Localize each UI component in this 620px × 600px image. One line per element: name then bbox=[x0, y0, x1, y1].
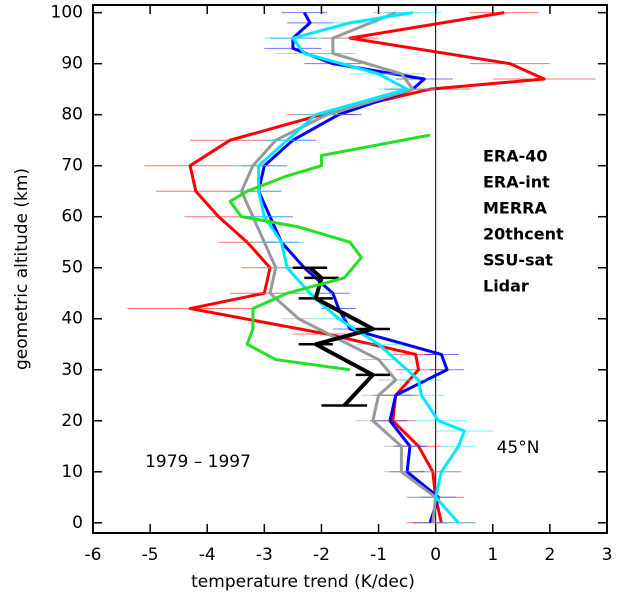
legend-label: SSU-sat bbox=[483, 251, 553, 270]
x-tick-label: -3 bbox=[256, 545, 273, 565]
y-tick-label: 70 bbox=[61, 156, 83, 176]
x-tick-label: -2 bbox=[313, 545, 330, 565]
legend-label: ERA-int bbox=[483, 173, 550, 192]
legend-label: 20thcent bbox=[483, 225, 564, 244]
legend-label: MERRA bbox=[483, 199, 547, 218]
x-tick-label: -6 bbox=[85, 545, 102, 565]
y-axis-label: geometric altitude (km) bbox=[12, 168, 32, 370]
x-tick-label: 3 bbox=[602, 545, 613, 565]
plot-frame bbox=[92, 4, 608, 534]
latitude-annotation: 45°N bbox=[497, 438, 540, 458]
y-tick-label: 10 bbox=[61, 462, 83, 482]
legend-label: ERA-40 bbox=[483, 147, 548, 166]
x-tick-label: -1 bbox=[370, 545, 387, 565]
y-tick-label: 40 bbox=[61, 309, 83, 329]
x-tick-label: 1 bbox=[487, 545, 498, 565]
y-tick-label: 0 bbox=[72, 513, 83, 533]
profile-line bbox=[228, 133, 431, 372]
x-tick-label: 0 bbox=[430, 545, 441, 565]
legend-label: Lidar bbox=[483, 277, 529, 296]
x-axis-label: temperature trend (K/dec) bbox=[191, 572, 415, 592]
x-tick-label: -4 bbox=[199, 545, 216, 565]
profile-line bbox=[308, 266, 375, 407]
profile-line bbox=[239, 11, 438, 523]
y-tick-label: 100 bbox=[51, 3, 83, 23]
y-tick-label: 60 bbox=[61, 207, 83, 227]
x-tick-label: 2 bbox=[544, 545, 555, 565]
y-tick-label: 80 bbox=[61, 105, 83, 125]
y-tick-label: 90 bbox=[61, 54, 83, 74]
y-tick-label: 30 bbox=[61, 360, 83, 380]
profile-line bbox=[257, 11, 466, 524]
y-tick-label: 50 bbox=[61, 258, 83, 278]
period-annotation: 1979 – 1997 bbox=[145, 452, 251, 472]
x-tick-label: -5 bbox=[142, 545, 159, 565]
y-tick-label: 20 bbox=[61, 411, 83, 431]
